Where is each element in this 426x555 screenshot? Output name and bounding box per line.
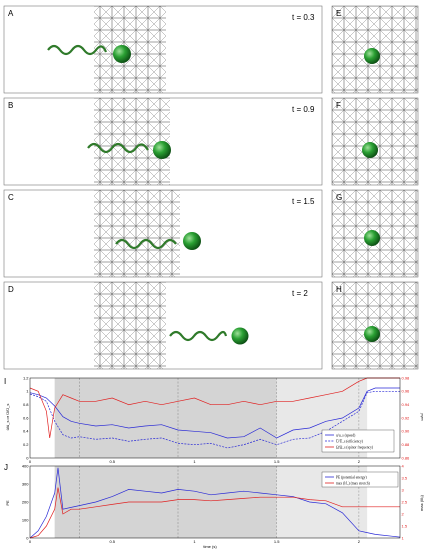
left-tick-label: 0.2 [23,442,29,447]
flagellum-tail [87,142,149,154]
legend-efficiency: Ū/Ū_s (efficiency) [336,439,364,444]
shaded-interval [54,378,277,458]
right-tick-label: 3.5 [402,475,408,480]
left-tick-label: 1 [26,389,29,394]
plot-frame [29,377,401,459]
green-sphere [113,45,131,63]
panel-label: G [336,193,342,202]
x-tick-label: 0 [29,459,32,464]
series-line [29,387,400,439]
legend-frequency: Ω/Ω_s (spinor frequency) [336,446,374,450]
time-label: t = 0.3 [292,13,315,22]
left-axis-label: ū/ū_s or Ū/Ū_s [5,404,10,431]
shaded-interval [54,466,277,538]
chart-I: I ū/ū_s or Ū/Ū_s ω/ω̄ 00.20.40.60.811.20… [4,375,424,464]
right-tick-label: 2 [402,511,405,516]
legend: PE (potential energy) max (l/l₀) (max st… [321,471,399,488]
left-tick-label: 0.4 [23,429,29,434]
flagellum-tail [169,330,228,342]
chart-label: J [4,463,8,472]
right-tick-label: 0.94 [402,402,411,407]
shaded-regions [54,378,368,458]
left-tick-label: 400 [22,463,29,468]
left-axis-label: PE [5,500,10,506]
right-tick-label: 4 [402,463,405,468]
right-tick-label: 0.98 [402,375,411,380]
x-tick-label: 2 [358,539,361,544]
x-tick-label: 0.5 [109,459,115,464]
plot-frame [29,465,401,539]
x-tick-label: 1 [193,459,196,464]
tick-labels: 0 0.2 0.4 0.6 0.8 1 1.2 0.86 0.88 0.90 0.92 0.94 0.9… [23,375,410,464]
right-tick-label: 0.88 [402,442,411,447]
time-label: t = 1.5 [292,197,315,206]
green-sphere [362,142,378,158]
left-tick-label: 0.8 [23,402,29,407]
panel-label: A [8,9,14,18]
green-sphere [231,327,249,345]
x-tick-label: 1.5 [274,539,280,544]
x-tick-label: 0 [29,539,32,544]
right-tick-label: 0.86 [402,455,411,460]
x-tick-label: 1.5 [274,459,280,464]
right-axis-label: max (l/l₀) [419,494,424,511]
panel-label: C [8,193,14,202]
green-sphere [183,232,201,250]
shaded-regions [54,466,368,538]
legend-speed: u/u_s (speed) [336,434,356,438]
left-tick-label: 200 [22,499,29,504]
x-tick-label: 0.5 [109,539,115,544]
legend-stretch: max (l/l₀) (max stretch) [336,482,370,486]
flagellum-tail [115,238,177,250]
left-tick-label: 0 [26,455,29,460]
panel-D: D t = 2 [3,281,323,370]
left-tick-label: 1.2 [23,375,29,380]
right-axis-label: ω/ω̄ [419,412,424,420]
right-tick-label: 1 [402,535,405,540]
panel-A: A t = 0.3 [3,5,323,94]
green-sphere [364,230,380,246]
panel-label: B [8,101,13,110]
time-label: t = 0.9 [292,105,315,114]
series-line [29,467,401,539]
zoom-panel-E: E [331,5,419,94]
right-tick-label: 1.5 [402,523,408,528]
left-tick-label: 0.6 [23,415,29,420]
series-lines [29,377,400,449]
right-tick-label: 2.5 [402,499,408,504]
left-tick-label: 300 [22,481,29,486]
series-lines [29,467,401,539]
panel-B: B t = 0.9 [3,97,323,186]
tick-labels: 0 100 200 300 400 1 1.5 2 2.5 3 3.5 4 0 0.5 1 1.5 2 [22,463,408,544]
panel-label: F [336,101,341,110]
zoom-panel-H: H [331,281,419,370]
panel-label: D [8,285,14,294]
legend-pe: PE (potential energy) [336,476,367,480]
left-tick-label: 0 [26,535,29,540]
green-sphere [364,48,380,64]
right-tick-label: 0.96 [402,389,411,394]
chart-label: I [4,377,6,386]
green-sphere [153,141,171,159]
panel-label: H [336,285,342,294]
right-tick-label: 0.92 [402,415,411,420]
legend: u/u_s (speed) Ū/Ū_s (efficiency) Ω/Ω_s (… [321,429,395,453]
green-sphere [364,326,380,342]
x-axis-label: time (s) [203,544,217,549]
series-line [29,377,400,439]
series-line [29,487,400,539]
right-tick-label: 3 [402,487,405,492]
panel-label: E [336,9,341,18]
time-label: t = 2 [292,289,308,298]
chart-J: J PE max (l/l₀) 0 100 200 300 400 1 1.5 2 2.5 3 3.… [4,463,424,549]
zoom-panel-G: G [331,189,419,278]
left-tick-label: 100 [22,517,29,522]
right-tick-label: 0.90 [402,429,411,434]
x-tick-label: 2 [358,459,361,464]
zoom-panel-F: F [331,97,419,186]
flagellum-tail [47,44,108,56]
panel-C: C t = 1.5 [3,189,323,278]
x-tick-label: 1 [193,539,196,544]
